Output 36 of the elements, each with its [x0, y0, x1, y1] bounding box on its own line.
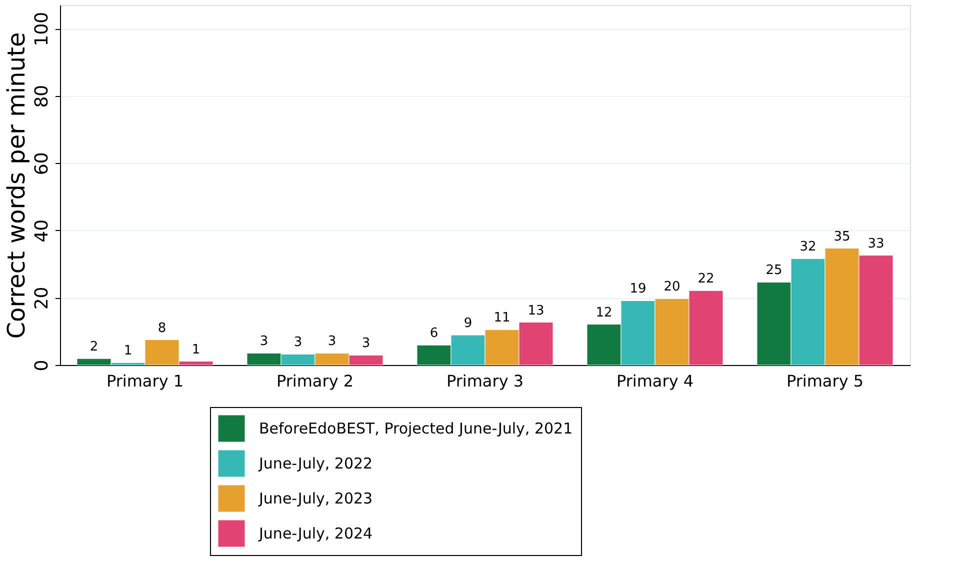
- y-tick-label: 60: [32, 152, 52, 176]
- data-label: 33: [868, 236, 884, 252]
- data-label: 3: [260, 334, 268, 350]
- data-label: 6: [430, 326, 438, 342]
- legend-label: June-July, 2024: [258, 524, 373, 542]
- data-label: 19: [630, 282, 646, 297]
- x-tick-label: Primary 5: [786, 372, 864, 390]
- y-tick-label: 0: [32, 360, 52, 372]
- data-label: 13: [528, 303, 544, 318]
- data-label: 9: [464, 316, 472, 332]
- y-tick-label: 100: [32, 12, 52, 46]
- data-label: 1: [192, 342, 200, 358]
- legend-label: June-July, 2022: [258, 454, 373, 472]
- data-label: 35: [834, 229, 850, 244]
- legend-label: BeforeEdoBEST, Projected June-July, 2021: [259, 420, 573, 438]
- data-label: 3: [294, 335, 302, 350]
- y-tick-label: 40: [32, 219, 52, 242]
- y-axis-title: Correct words per minute: [2, 32, 30, 339]
- data-label: 1: [124, 344, 132, 359]
- data-label: 20: [664, 280, 680, 295]
- data-label: 3: [328, 334, 336, 350]
- x-tick-label: Primary 3: [446, 372, 524, 390]
- x-tick-label: Primary 2: [276, 372, 354, 390]
- x-tick-label: Primary 1: [106, 372, 184, 390]
- data-label: 11: [494, 310, 510, 326]
- x-tick-label: Primary 4: [616, 372, 694, 390]
- data-label: 12: [596, 305, 612, 320]
- y-tick-label: 80: [32, 84, 52, 108]
- data-label: 25: [766, 263, 782, 278]
- data-label: 3: [362, 336, 370, 352]
- data-label: 32: [800, 240, 816, 255]
- y-tick-label: 20: [32, 286, 52, 310]
- data-label: 2: [90, 340, 98, 355]
- legend-label: June-July, 2023: [258, 490, 373, 508]
- data-label: 8: [158, 320, 166, 336]
- data-label: 22: [698, 272, 714, 287]
